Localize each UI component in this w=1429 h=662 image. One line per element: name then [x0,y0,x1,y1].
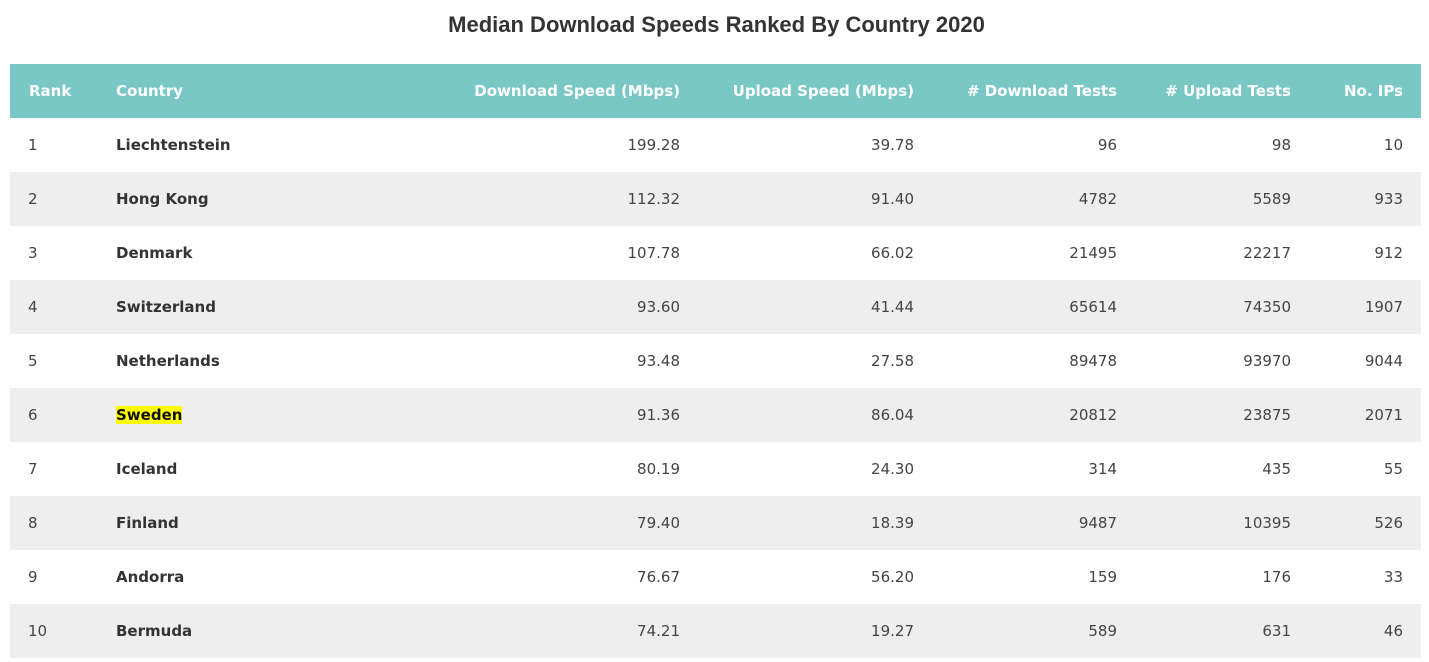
table-body: 1 Liechtenstein 199.28 39.78 96 98 10 2 Hong Kon… [10,118,1421,658]
rank-cell: 9 [28,568,38,586]
download-tests-cell: 89478 [1069,352,1117,370]
download-tests-cell: 20812 [1069,406,1117,424]
table-row: 3 Denmark 107.78 66.02 21495 22217 912 [10,226,1421,280]
table-row: 4 Switzerland 93.60 41.44 65614 74350 1907 [10,280,1421,334]
upload-tests-cell: 74350 [1243,298,1291,316]
table-row: 6 Sweden 91.36 86.04 20812 23875 2071 [10,388,1421,442]
rank-cell: 5 [28,352,38,370]
download-speed-cell: 76.67 [637,568,680,586]
download-tests-cell: 4782 [1078,190,1117,208]
upload-tests-cell: 176 [1262,568,1291,586]
country-cell: Bermuda [116,622,193,640]
download-tests-cell: 96 [1097,136,1117,154]
upload-speed-cell: 56.20 [871,568,914,586]
download-speed-cell: 93.60 [637,298,680,316]
upload-tests-cell: 22217 [1243,244,1291,262]
download-tests-cell: 21495 [1069,244,1117,262]
upload-speed-cell: 39.78 [871,136,914,154]
header-ips[interactable]: No. IPs [1343,82,1403,100]
download-speed-cell: 79.40 [637,514,680,532]
download-tests-cell: 314 [1088,460,1117,478]
upload-tests-cell: 98 [1271,136,1291,154]
download-speed-cell: 74.21 [637,622,680,640]
rank-cell: 7 [28,460,38,478]
upload-speed-cell: 19.27 [871,622,914,640]
speed-ranking-table: Rank Country Download Speed (Mbps) Uploa… [10,64,1421,658]
upload-tests-cell: 631 [1262,622,1291,640]
table-row: 5 Netherlands 93.48 27.58 89478 93970 9044 [10,334,1421,388]
download-speed-cell: 107.78 [627,244,681,262]
upload-tests-cell: 5589 [1252,190,1291,208]
table-row: 1 Liechtenstein 199.28 39.78 96 98 10 [10,118,1421,172]
download-tests-cell: 9487 [1078,514,1117,532]
rank-cell: 8 [28,514,38,532]
country-cell: Denmark [116,244,193,262]
download-speed-cell: 80.19 [637,460,680,478]
upload-speed-cell: 24.30 [871,460,914,478]
ips-cell: 526 [1374,514,1403,532]
country-cell: Andorra [116,568,185,586]
rank-cell: 1 [28,136,38,154]
rank-cell: 10 [28,622,48,640]
header-upload-speed[interactable]: Upload Speed (Mbps) [732,82,914,100]
highlighted-country: Sweden [116,406,183,424]
rank-cell: 4 [28,298,38,316]
rank-cell: 6 [28,406,38,424]
country-cell: Liechtenstein [116,136,231,154]
chart-title: Median Download Speeds Ranked By Country… [448,12,985,37]
ips-cell: 10 [1383,136,1403,154]
country-cell: Iceland [116,460,178,478]
upload-speed-cell: 18.39 [871,514,914,532]
download-speed-cell: 199.28 [627,136,681,154]
ips-cell: 46 [1383,622,1403,640]
download-tests-cell: 65614 [1069,298,1117,316]
upload-speed-cell: 41.44 [871,298,914,316]
ips-cell: 9044 [1364,352,1403,370]
upload-speed-cell: 91.40 [871,190,914,208]
upload-tests-cell: 23875 [1243,406,1291,424]
rank-cell: 3 [28,244,38,262]
header-rank[interactable]: Rank [29,82,72,100]
table-row: 10 Bermuda 74.21 19.27 589 631 46 [10,604,1421,658]
country-cell: Hong Kong [116,190,209,208]
ips-cell: 2071 [1364,406,1403,424]
country-cell: Netherlands [116,352,220,370]
country-cell: Finland [116,514,179,532]
country-cell: Switzerland [116,298,216,316]
download-speed-cell: 93.48 [637,352,680,370]
table-row: 7 Iceland 80.19 24.30 314 435 55 [10,442,1421,496]
ips-cell: 933 [1374,190,1403,208]
download-tests-cell: 159 [1088,568,1117,586]
header-download-tests[interactable]: # Download Tests [966,82,1117,100]
country-cell: Sweden [116,388,336,442]
upload-speed-cell: 66.02 [871,244,914,262]
ips-cell: 33 [1383,568,1403,586]
header-upload-tests[interactable]: # Upload Tests [1165,82,1291,100]
upload-tests-cell: 10395 [1243,514,1291,532]
table-row: 9 Andorra 76.67 56.20 159 176 33 [10,550,1421,604]
upload-speed-cell: 86.04 [871,406,914,424]
ips-cell: 912 [1374,244,1403,262]
table-row: 8 Finland 79.40 18.39 9487 10395 526 [10,496,1421,550]
upload-tests-cell: 435 [1262,460,1291,478]
rank-cell: 2 [28,190,38,208]
download-speed-cell: 91.36 [637,406,680,424]
ips-cell: 1907 [1364,298,1403,316]
upload-speed-cell: 27.58 [871,352,914,370]
download-speed-cell: 112.32 [627,190,681,208]
table-header-row: Rank Country Download Speed (Mbps) Uploa… [10,64,1421,118]
upload-tests-cell: 93970 [1243,352,1291,370]
header-country[interactable]: Country [116,82,184,100]
table-row: 2 Hong Kong 112.32 91.40 4782 5589 933 [10,172,1421,226]
download-tests-cell: 589 [1088,622,1117,640]
header-download-speed[interactable]: Download Speed (Mbps) [474,82,680,100]
ips-cell: 55 [1383,460,1403,478]
